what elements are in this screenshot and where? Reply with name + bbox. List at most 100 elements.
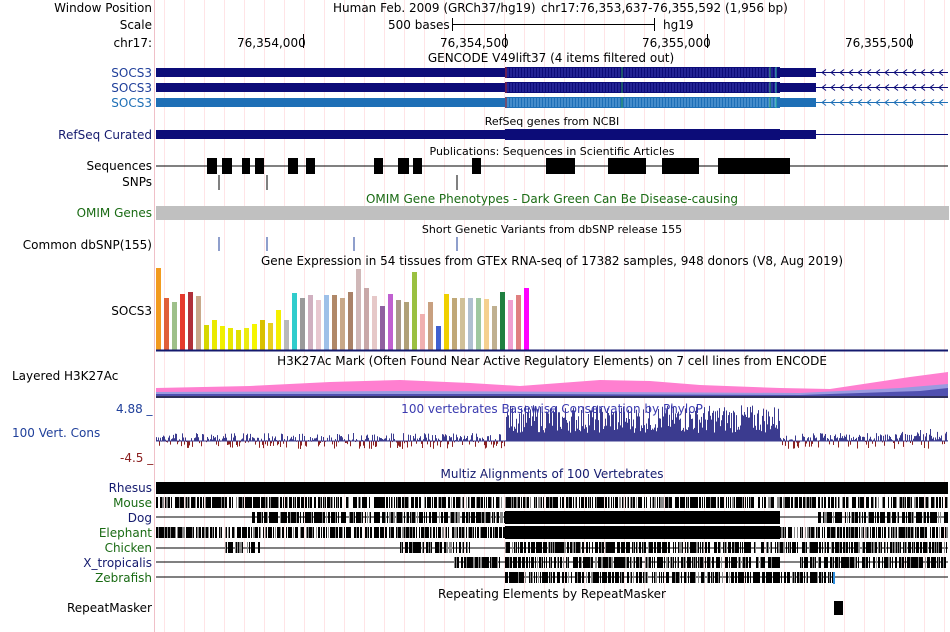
multiz-species-elephant[interactable]: Elephant	[98, 526, 152, 540]
gtex-bar-13	[252, 324, 257, 350]
coord-2: 76,354,500	[440, 36, 509, 50]
coord-3: 76,355,000	[642, 36, 711, 50]
gtex-bar-24	[340, 298, 345, 350]
gene-utr3-3	[780, 98, 816, 107]
dbsnp-label[interactable]: Common dbSNP(155)	[22, 238, 152, 252]
omim-track-title[interactable]: OMIM Gene Phenotypes - Dark Green Can Be…	[365, 192, 739, 206]
multiz-row-dog-block	[505, 511, 780, 524]
gtex-track-title[interactable]: Gene Expression in 54 tissues from GTEx …	[260, 254, 844, 268]
phylop-label[interactable]: 100 Vert. Cons	[12, 426, 101, 440]
snps-label[interactable]: SNPs	[122, 175, 152, 189]
gtex-bar-20	[308, 295, 313, 350]
sequence-block-9	[413, 158, 422, 174]
multiz-species-dog[interactable]: Dog	[127, 511, 152, 525]
multiz-species-rhesus[interactable]: Rhesus	[108, 481, 152, 495]
gencode-item-label-3[interactable]: SOCS3	[111, 96, 152, 110]
chrom-label: chr17:	[113, 36, 152, 50]
refseq-utr5	[156, 130, 506, 139]
gencode-item-label-2[interactable]: SOCS3	[111, 81, 152, 95]
gtex-bar-32	[404, 302, 409, 350]
multiz-species-x_tropicalis[interactable]: X_tropicalis	[83, 556, 152, 570]
gtex-bar-42	[484, 299, 489, 350]
gtex-bar-27	[364, 288, 369, 350]
gtex-bar-45	[508, 300, 513, 350]
phylop-track-title[interactable]: 100 vertebrates Basewise Conservation by…	[401, 402, 703, 416]
scale-label: Scale	[119, 18, 152, 32]
gtex-bar-37	[444, 294, 449, 350]
gtex-bar-1	[156, 268, 161, 350]
gtex-bar-33	[412, 272, 417, 350]
gtex-label[interactable]: SOCS3	[111, 304, 152, 318]
gtex-bar-47	[524, 288, 529, 350]
gtex-bar-41	[476, 298, 481, 350]
scale-bar-left-cap	[452, 18, 453, 31]
gtex-bar-6	[196, 296, 201, 350]
assembly-name: Human Feb. 2009 (GRCh37/hg19)	[333, 1, 536, 15]
refseq-cds	[505, 129, 780, 140]
scale-bar-right-cap	[654, 18, 655, 31]
sequence-block-13	[662, 158, 699, 174]
gencode-track-title[interactable]: GENCODE V49lift37 (4 items filtered out)	[427, 51, 675, 65]
h3k27ac-layer-blue	[156, 388, 948, 398]
multiz-row-rhesus	[156, 482, 948, 494]
sequence-block-12	[608, 158, 646, 174]
sequence-block-3	[242, 158, 250, 174]
dbsnp-track-title[interactable]: Short Genetic Variants from dbSNP releas…	[421, 223, 683, 236]
genome-position: chr17:76,353,637-76,355,592 (1,956 bp)	[541, 1, 788, 15]
gtex-bar-26	[356, 269, 361, 350]
refseq-track-title[interactable]: RefSeq genes from NCBI	[484, 115, 620, 128]
gtex-bar-22	[324, 295, 329, 350]
multiz-row-elephant-block	[505, 526, 780, 539]
multiz-species-chicken[interactable]: Chicken	[104, 541, 152, 555]
gtex-bar-44	[500, 292, 505, 350]
coord-tick-2	[505, 34, 506, 48]
sequence-block-14	[718, 158, 790, 174]
gene-utr3-2	[780, 83, 816, 92]
gtex-bar-14	[260, 320, 265, 350]
gtex-bar-19	[300, 298, 305, 350]
h3k27ac-layer-dark	[156, 396, 948, 398]
gene-utr5-1	[156, 68, 506, 77]
gtex-bar-2	[164, 298, 169, 350]
coord-4: 76,355,500	[845, 36, 914, 50]
gtex-bar-10	[228, 328, 233, 350]
h3k27ac-label[interactable]: Layered H3K27Ac	[12, 369, 119, 383]
coord-tick-3	[707, 34, 708, 48]
gtex-bar-40	[468, 298, 473, 350]
gene-utr5-2	[156, 83, 506, 92]
sequence-block-6	[306, 158, 315, 174]
repeatmasker-track-title[interactable]: Repeating Elements by RepeatMasker	[438, 587, 666, 601]
phylop-max: 4.88 _	[116, 402, 153, 416]
gtex-bar-39	[460, 298, 465, 350]
multiz-species-zebrafish[interactable]: Zebrafish	[95, 571, 152, 585]
multiz-track-title[interactable]: Multiz Alignments of 100 Vertebrates	[440, 467, 664, 481]
gtex-bar-23	[332, 295, 337, 350]
gtex-bar-17	[284, 320, 289, 350]
omim-label[interactable]: OMIM Genes	[76, 206, 152, 220]
h3k27ac-track-title[interactable]: H3K27Ac Mark (Often Found Near Active Re…	[277, 354, 827, 368]
sequences-label[interactable]: Sequences	[86, 159, 152, 173]
coord-tick-1	[303, 34, 304, 48]
gene-utr5-3	[156, 98, 506, 107]
gtex-bar-34	[420, 314, 425, 350]
sequences-track-title[interactable]: Publications: Sequences in Scientific Ar…	[429, 145, 675, 158]
gencode-item-label-1[interactable]: SOCS3	[111, 66, 152, 80]
refseq-label[interactable]: RefSeq Curated	[58, 128, 152, 142]
track-left-border	[154, 0, 155, 632]
scale-bar	[452, 24, 654, 25]
gtex-bar-43	[492, 306, 497, 350]
multiz-species-mouse[interactable]: Mouse	[113, 496, 152, 510]
repeatmasker-label[interactable]: RepeatMasker	[66, 601, 152, 615]
omim-bar[interactable]	[156, 206, 949, 220]
gtex-bar-36	[436, 326, 441, 350]
gtex-bar-25	[348, 292, 353, 350]
gtex-bar-15	[268, 323, 273, 350]
gtex-bar-12	[244, 328, 249, 350]
window-position-label: Window Position	[54, 1, 152, 15]
coord-tick-4	[910, 34, 911, 48]
gtex-bar-46	[516, 295, 521, 350]
sequence-block-11	[546, 158, 575, 174]
refseq-utr3	[780, 130, 816, 139]
gtex-bar-7	[204, 325, 209, 350]
